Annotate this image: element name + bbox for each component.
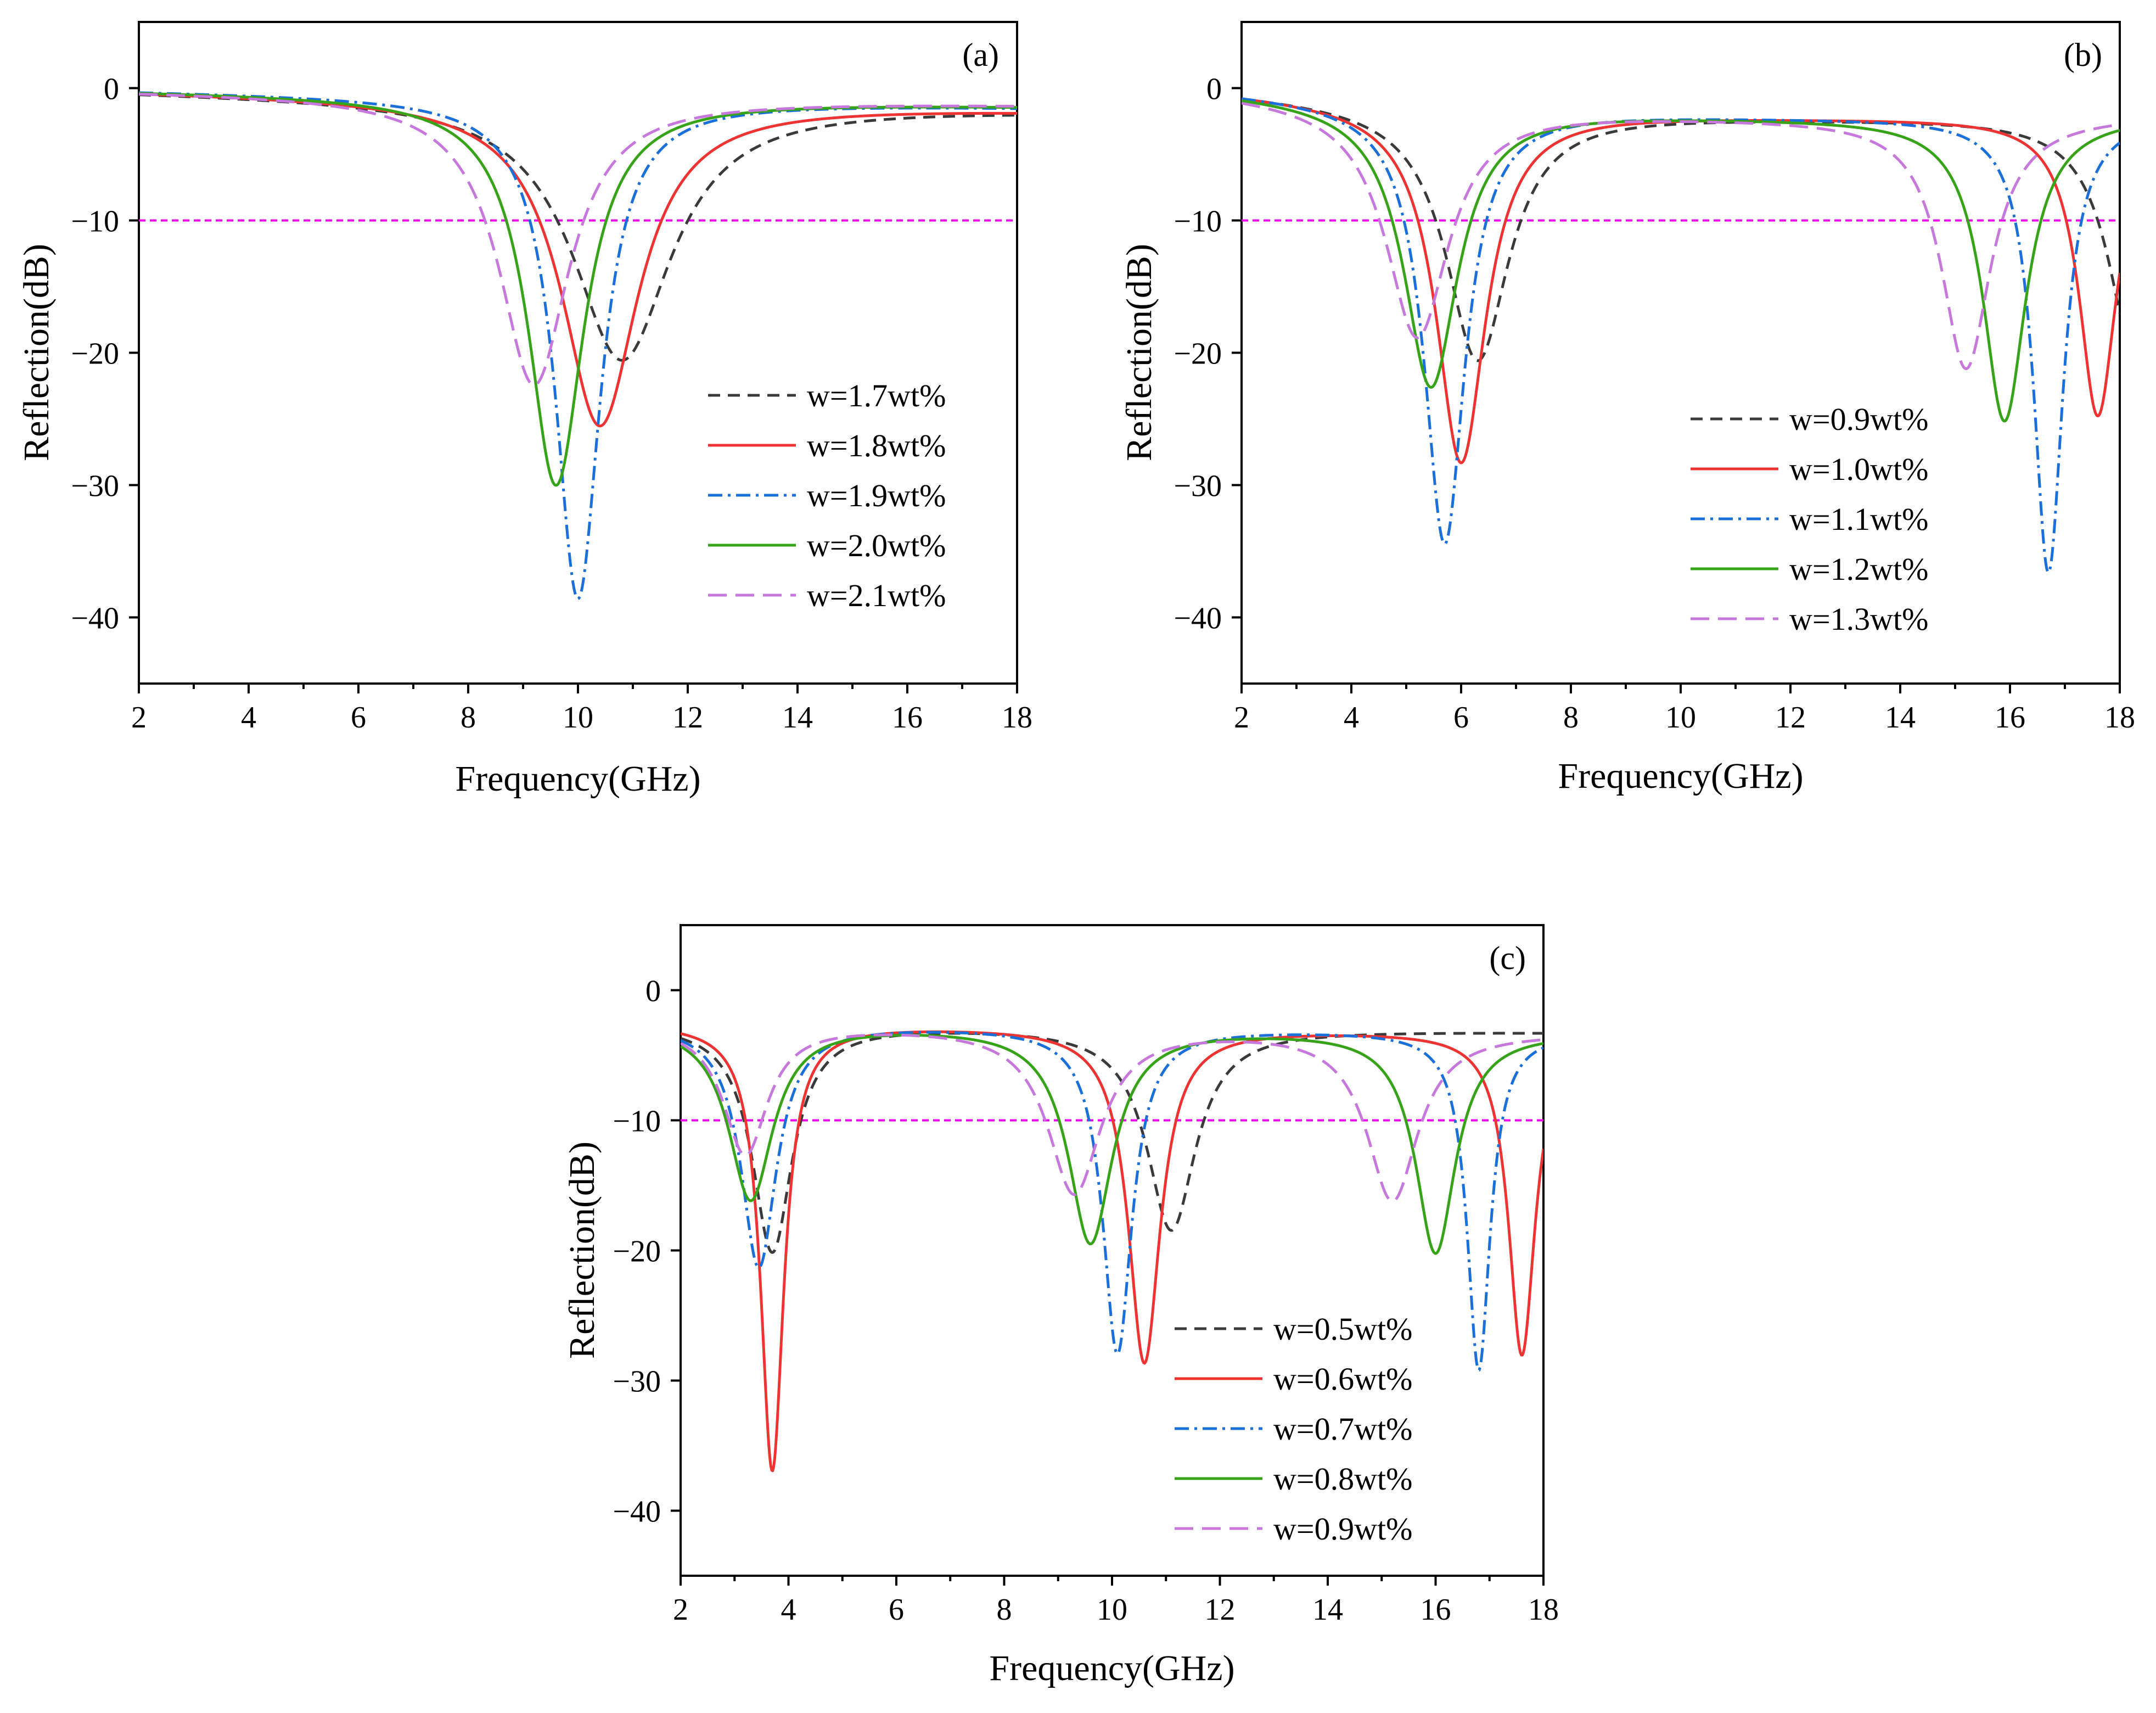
y-tick-label: −20 <box>1174 337 1222 371</box>
x-axis-title: Frequency(GHz) <box>989 1648 1234 1688</box>
y-axis-title: Reflection(dB) <box>16 244 57 461</box>
plot-area <box>681 1030 1543 1473</box>
series-line <box>139 93 1017 362</box>
x-tick-label: 10 <box>1097 1593 1127 1627</box>
legend-label: w=0.9wt% <box>1273 1511 1412 1547</box>
x-tick-label: 16 <box>1421 1593 1451 1627</box>
y-tick-label: 0 <box>104 72 119 107</box>
x-axis-title: Frequency(GHz) <box>455 759 700 799</box>
panel-label: (a) <box>962 37 999 73</box>
x-tick-label: 10 <box>563 701 593 735</box>
x-tick-label: 16 <box>1995 701 2025 735</box>
x-tick-label: 14 <box>1312 1593 1343 1627</box>
x-tick-label: 6 <box>889 1593 904 1627</box>
x-tick-label: 18 <box>1528 1593 1559 1627</box>
y-tick-label: −20 <box>613 1235 661 1269</box>
series-line <box>681 1033 1543 1203</box>
legend: w=1.7wt% w=1.8wt% w=1.9wt% w=2.0wt% w=2.1wt% <box>708 378 946 613</box>
x-tick-label: 6 <box>351 701 366 735</box>
series-line <box>681 1033 1543 1255</box>
x-tick-label: 4 <box>241 701 256 735</box>
legend-label: w=0.5wt% <box>1273 1311 1412 1347</box>
x-tick-label: 8 <box>461 701 476 735</box>
legend-label: w=1.0wt% <box>1789 451 1928 487</box>
legend: w=0.9wt% w=1.0wt% w=1.1wt% w=1.2wt% w=1.3wt% <box>1691 401 1928 637</box>
legend-label: w=1.8wt% <box>807 428 946 463</box>
legend-label: w=2.1wt% <box>807 578 946 613</box>
series-line <box>681 1031 1543 1371</box>
plot-frame <box>680 924 1545 1577</box>
panel-label: (c) <box>1489 940 1526 976</box>
x-tick-label: 8 <box>1563 701 1579 735</box>
plot-area <box>139 91 1017 601</box>
series-line <box>1242 102 2120 370</box>
legend-label: w=0.7wt% <box>1273 1411 1412 1447</box>
y-tick-label: −30 <box>71 469 119 503</box>
panel-c: (c) Frequency(GHz) Reflection(dB) 2 4 6 8 10… <box>562 924 1559 1688</box>
legend: w=0.5wt% w=0.6wt% w=0.7wt% w=0.8wt% w=0.9wt% <box>1175 1311 1412 1547</box>
y-tick-label: −40 <box>613 1495 661 1529</box>
y-tick-label: −10 <box>613 1105 661 1139</box>
x-tick-label: 2 <box>131 701 147 735</box>
series-line <box>681 1032 1543 1254</box>
legend-label: w=1.7wt% <box>807 378 946 413</box>
legend-label: w=0.8wt% <box>1273 1461 1412 1497</box>
panel-label: (b) <box>2064 37 2102 73</box>
y-tick-label: −10 <box>71 205 119 239</box>
legend-label: w=1.1wt% <box>1789 501 1928 537</box>
series-line <box>139 92 1017 487</box>
plot-area <box>1242 97 2120 574</box>
y-tick-label: 0 <box>1206 72 1222 107</box>
x-axis-title: Frequency(GHz) <box>1558 756 1803 796</box>
y-tick-label: −30 <box>1174 469 1222 503</box>
legend-label: w=0.6wt% <box>1273 1361 1412 1397</box>
legend-label: w=1.3wt% <box>1789 601 1928 637</box>
panel-b: (b) Frequency(GHz) Reflection(dB) 2 4 6 8 10… <box>1119 21 2135 796</box>
y-tick-label: −10 <box>1174 205 1222 239</box>
y-axis-title: Reflection(dB) <box>1119 244 1159 461</box>
x-tick-label: 6 <box>1453 701 1469 735</box>
series-line <box>681 1030 1543 1473</box>
legend-label: w=0.9wt% <box>1789 401 1928 437</box>
x-tick-label: 12 <box>1205 1593 1236 1627</box>
y-tick-label: −40 <box>71 602 119 636</box>
x-tick-label: 18 <box>1002 701 1032 735</box>
x-tick-label: 14 <box>1885 701 1916 735</box>
x-tick-label: 2 <box>1234 701 1249 735</box>
y-tick-label: −20 <box>71 337 119 371</box>
y-axis-title: Reflection(dB) <box>562 1141 602 1359</box>
x-tick-label: 4 <box>1344 701 1359 735</box>
x-tick-label: 12 <box>1775 701 1806 735</box>
x-tick-label: 10 <box>1665 701 1696 735</box>
y-tick-label: 0 <box>645 975 661 1009</box>
series-line <box>139 91 1017 601</box>
y-tick-label: −30 <box>613 1365 661 1399</box>
y-tick-label: −40 <box>1174 602 1222 636</box>
x-tick-label: 18 <box>2104 701 2135 735</box>
series-line <box>139 92 1017 387</box>
legend-label: w=2.0wt% <box>807 528 946 563</box>
panel-a: (a) Frequency(GHz) Reflection(dB) 2 4 6 8 10… <box>16 21 1032 799</box>
x-tick-label: 16 <box>892 701 923 735</box>
x-tick-label: 4 <box>781 1593 796 1627</box>
x-tick-label: 14 <box>782 701 813 735</box>
x-tick-label: 12 <box>672 701 703 735</box>
legend-label: w=1.9wt% <box>807 478 946 513</box>
legend-label: w=1.2wt% <box>1789 551 1928 587</box>
x-tick-label: 2 <box>673 1593 688 1627</box>
x-tick-label: 8 <box>997 1593 1012 1627</box>
